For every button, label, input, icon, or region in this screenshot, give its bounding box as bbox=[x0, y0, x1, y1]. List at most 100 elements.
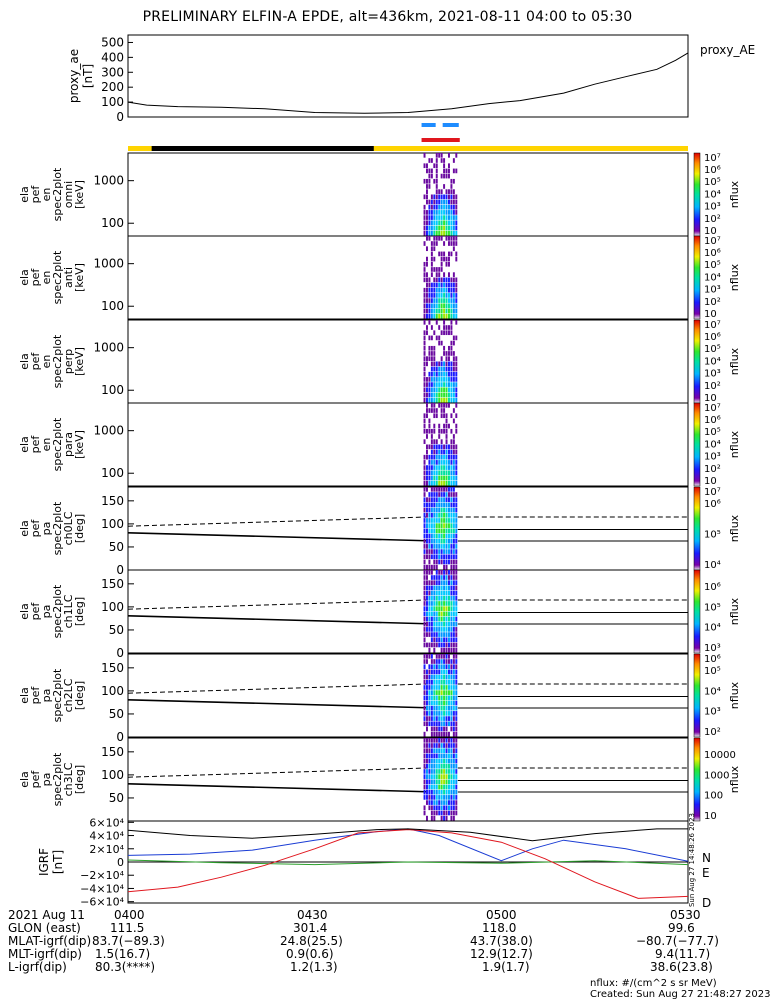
spectrogram-pixel bbox=[435, 470, 438, 476]
spectrogram-pixel bbox=[452, 575, 455, 580]
spectrogram-pixel bbox=[426, 397, 428, 403]
spectrogram-pixel bbox=[448, 805, 450, 811]
spectrogram-pixel bbox=[433, 345, 436, 351]
spectrogram-pixel bbox=[433, 580, 436, 586]
y-tick-label: 50 bbox=[109, 791, 124, 805]
spectrogram-pixel bbox=[435, 523, 438, 528]
spectrogram-pixel bbox=[443, 685, 446, 690]
colorbar-tick-label: 10⁷ bbox=[704, 236, 721, 247]
spectrogram-pixel bbox=[435, 580, 438, 586]
y-axis-label: [deg] bbox=[73, 765, 86, 794]
colorbar-tick-label: 10⁷ bbox=[704, 403, 721, 414]
spectrogram-pixel bbox=[428, 444, 431, 450]
y-axis-label: [keV] bbox=[73, 430, 86, 459]
spectrogram-pixel bbox=[428, 168, 431, 174]
y-axis-label: ela bbox=[18, 353, 31, 370]
colorbar-label: nflux bbox=[728, 765, 741, 793]
spectrogram-pixel bbox=[423, 225, 426, 231]
spectrogram-pixel bbox=[423, 664, 426, 670]
spectrogram-pixel bbox=[448, 423, 450, 429]
spectrogram-pixel bbox=[426, 377, 428, 382]
spectrogram-pixel bbox=[428, 647, 431, 653]
spectrogram-pixel bbox=[440, 621, 443, 627]
spectrogram-pixel bbox=[423, 533, 426, 539]
colorbar bbox=[693, 402, 701, 487]
spectrogram-pixel bbox=[455, 236, 458, 241]
spectrogram-pixel bbox=[455, 738, 458, 743]
y-tick-label: 400 bbox=[101, 50, 124, 64]
spectrogram-pixel bbox=[445, 731, 448, 737]
colorbar-tick-label: 10⁶ bbox=[704, 582, 721, 593]
spectrogram-pixel bbox=[450, 361, 453, 367]
spectrogram-pixel bbox=[423, 418, 426, 424]
spectrogram-pixel bbox=[448, 330, 450, 336]
spectrogram-pixel bbox=[438, 805, 441, 811]
spectrogram-pixel bbox=[450, 685, 453, 690]
spectrogram-pixel bbox=[448, 308, 450, 314]
spectrogram-pixel bbox=[445, 293, 448, 298]
spectrogram-pixel bbox=[448, 502, 450, 508]
spectrogram-pixel bbox=[440, 303, 443, 309]
spectrogram-pixel bbox=[445, 397, 448, 403]
spectrogram-pixel bbox=[450, 606, 453, 611]
spectrogram-pixel bbox=[445, 387, 448, 393]
y-axis-label: omni bbox=[62, 181, 75, 208]
spectrogram-pixel bbox=[426, 382, 428, 387]
spectrogram-pixel bbox=[428, 679, 431, 685]
spectrogram-pixel bbox=[438, 403, 441, 408]
spectrogram-pixel bbox=[428, 277, 431, 283]
spectrogram-pixel bbox=[445, 705, 448, 711]
spectrogram-pixel bbox=[433, 679, 436, 685]
spectrogram-pixel bbox=[426, 585, 428, 591]
spectrogram-pixel bbox=[430, 470, 433, 476]
spectrogram-pixel bbox=[452, 748, 455, 754]
spectrogram-pixel bbox=[433, 518, 436, 523]
spectrogram-pixel bbox=[448, 669, 450, 675]
spectrogram-pixel bbox=[448, 199, 450, 205]
spectrogram-pixel bbox=[448, 444, 450, 450]
spectrogram-pixel bbox=[448, 470, 450, 476]
spectrogram-pixel bbox=[450, 711, 453, 716]
spectrogram-pixel bbox=[455, 298, 458, 303]
spectrogram-pixel bbox=[423, 392, 426, 398]
spectrogram-pixel bbox=[423, 637, 426, 643]
spectrogram-pixel bbox=[430, 784, 433, 790]
spectrogram-pixel bbox=[426, 564, 428, 570]
legend-label: proxy_AE bbox=[700, 43, 755, 57]
spectrogram-pixel bbox=[455, 711, 458, 716]
spectrogram-pixel bbox=[438, 570, 441, 575]
spectrogram-pixel bbox=[428, 585, 431, 591]
spectrogram-pixel bbox=[430, 230, 433, 236]
spectrogram-pixel bbox=[443, 303, 446, 309]
spectrogram-pixel bbox=[445, 748, 448, 754]
spectrogram-pixel bbox=[445, 659, 448, 664]
spectrogram-pixel bbox=[426, 669, 428, 675]
spectrogram-pixel bbox=[448, 356, 450, 361]
loss-cone-line bbox=[127, 615, 427, 624]
spectrogram-pixel bbox=[450, 366, 453, 372]
spectrogram-pixel bbox=[450, 428, 453, 434]
spectrogram-pixel bbox=[435, 533, 438, 539]
igrf-total-line bbox=[127, 828, 688, 842]
spectrogram-pixel bbox=[438, 470, 441, 476]
colorbar-tick-label: 10⁵ bbox=[704, 602, 721, 613]
spectrogram-pixel bbox=[435, 184, 438, 189]
spectrogram-pixel bbox=[430, 538, 433, 544]
spectrogram-pixel bbox=[426, 163, 428, 169]
spectrogram-pixel bbox=[426, 784, 428, 790]
spectrogram-pixel bbox=[438, 637, 441, 643]
spectrogram-pixel bbox=[433, 642, 436, 648]
igrf-n-line bbox=[127, 828, 689, 862]
spectrogram-pixel bbox=[440, 789, 443, 795]
spectrogram-pixel bbox=[445, 549, 448, 554]
spectrogram-pixel bbox=[445, 507, 448, 513]
spectrogram-pixel bbox=[423, 335, 426, 341]
spectrogram-pixel bbox=[430, 549, 433, 554]
spectrogram-pixel bbox=[443, 523, 446, 528]
spectrogram-pixel bbox=[452, 449, 455, 455]
spectrogram-pixel bbox=[435, 163, 438, 169]
spectrogram-pixel bbox=[455, 470, 458, 476]
y-axis-label: perp bbox=[62, 349, 75, 374]
colorbar-tick-label: 10⁴ bbox=[704, 560, 721, 571]
spectrogram-pixel bbox=[440, 215, 443, 220]
